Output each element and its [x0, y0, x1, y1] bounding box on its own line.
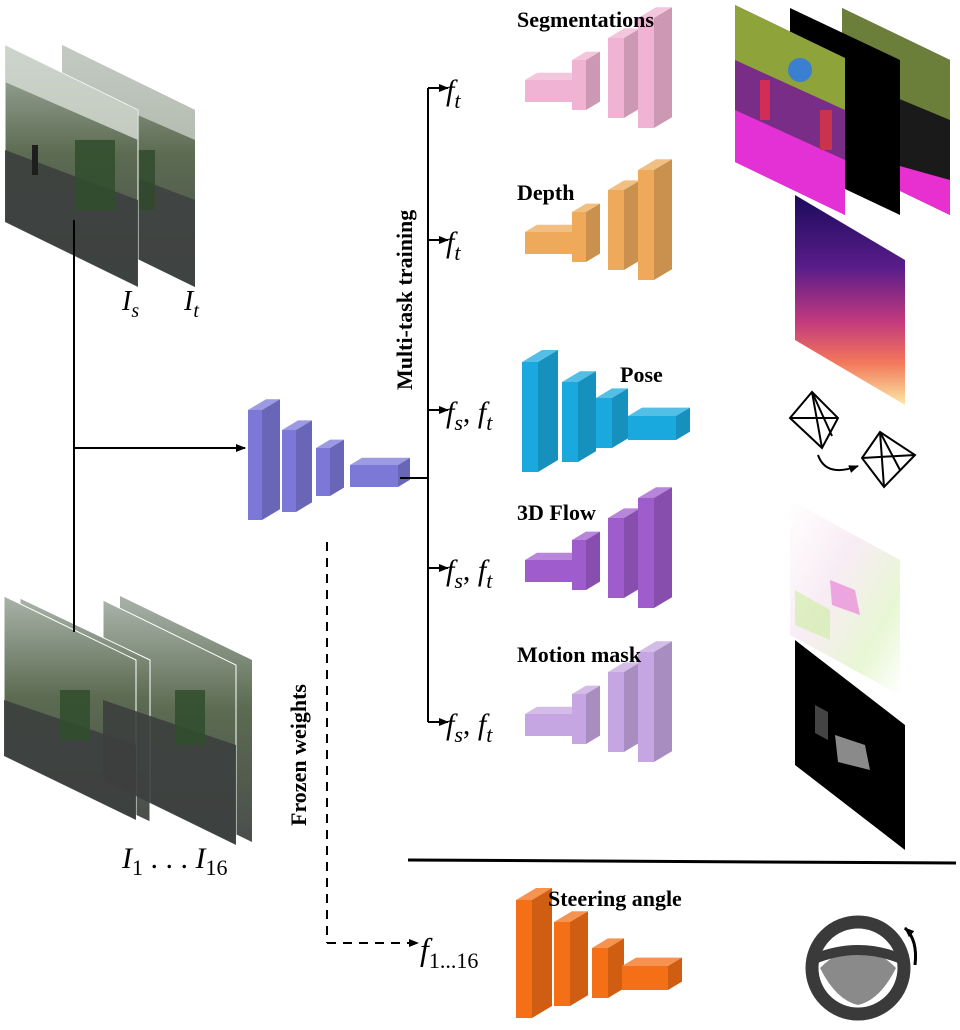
sequence-images-label: I1 . . . I16 [121, 842, 228, 880]
shared-encoder-network [248, 399, 410, 520]
steering-layer-4 [622, 957, 682, 990]
pose-layer-1 [522, 350, 558, 472]
encoder-layer-3 [316, 439, 344, 496]
head-layer-2 [572, 51, 600, 110]
task-head-2: Depth [517, 159, 672, 280]
head-layer-4 [638, 487, 672, 608]
encoder-layer-4 [350, 457, 410, 487]
target-image-label: It [183, 286, 199, 322]
head-name-label: Pose [620, 362, 663, 387]
head-input-label-5: fs, ft [446, 708, 493, 747]
task-head-3: Pose [522, 350, 690, 472]
pose-layer-2 [562, 371, 596, 462]
head-input-label-1: ft [446, 74, 461, 113]
motion-mask-output-image [795, 640, 905, 850]
head-input-label-4: fs, ft [446, 554, 493, 593]
steering-head-network [516, 888, 682, 1018]
pose-layer-4 [628, 407, 690, 440]
steering-angle-label: Steering angle [548, 886, 682, 911]
head-input-labels: ft ft fs, ft fs, ft fs, ft [446, 74, 493, 747]
head-layer-4 [638, 7, 672, 129]
steering-wheel-icon [805, 915, 917, 1021]
input-frame-pair [4, 44, 195, 288]
head-branch-connectors [400, 84, 449, 726]
frozen-features-label: f1...16 [420, 931, 478, 973]
head-layer-3 [608, 508, 640, 598]
encoder-layer-2 [282, 420, 312, 512]
frozen-weights-connector [326, 542, 419, 947]
steering-layer-1 [516, 888, 552, 1018]
head-input-label-2: ft [446, 226, 461, 265]
head-layer-2 [572, 203, 600, 262]
separator-line [407, 858, 957, 865]
steering-layer-3 [592, 938, 624, 998]
head-layer-4 [638, 641, 672, 762]
task-head-4: 3D Flow [517, 487, 672, 608]
flow-output-image [790, 500, 900, 695]
steering-layer-2 [554, 911, 588, 1006]
head-name-label: 3D Flow [517, 500, 596, 525]
pose-output-cameras [788, 390, 917, 489]
input-connectors [73, 220, 246, 632]
head-name-label: Segmentations [517, 7, 654, 32]
head-name-label: Depth [517, 180, 574, 205]
head-layer-3 [608, 662, 640, 752]
head-name-label: Motion mask [517, 642, 642, 667]
task-heads: Segmentations Depth Pose 3D Flow Motion mask [517, 7, 690, 762]
multitask-training-label: Multi-task training [392, 210, 417, 390]
encoder-layer-1 [248, 399, 280, 520]
source-image-label: Is [121, 286, 139, 322]
input-sequence-images [3, 595, 252, 846]
segmentation-output-images [735, 5, 950, 215]
frozen-weights-label: Frozen weights [286, 684, 311, 826]
head-input-label-3: fs, ft [446, 396, 493, 435]
head-layer-2 [572, 531, 600, 590]
head-layer-3 [608, 28, 640, 118]
task-head-1: Segmentations [517, 7, 672, 129]
task-head-5: Motion mask [517, 641, 672, 762]
source-frame-image [4, 44, 139, 288]
head-layer-3 [608, 180, 640, 270]
head-layer-2 [572, 685, 600, 744]
head-layer-4 [638, 159, 672, 280]
depth-output-image [795, 195, 905, 405]
pose-layer-3 [596, 388, 628, 448]
